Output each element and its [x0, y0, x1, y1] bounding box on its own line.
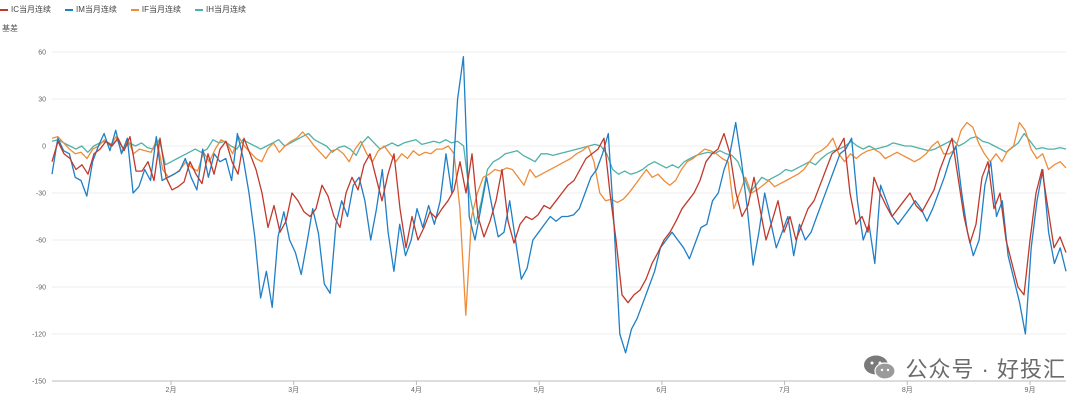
- x-tick-label: 5月: [534, 386, 545, 394]
- y-tick-label: -60: [36, 238, 46, 245]
- chart-legend: IC当月连续 IM当月连续 IF当月连续 IH当月连续: [0, 4, 246, 15]
- legend-item-im[interactable]: IM当月连续: [65, 4, 117, 15]
- legend-item-ih[interactable]: IH当月连续: [195, 4, 246, 15]
- x-tick-label: 3月: [288, 386, 299, 394]
- y-tick-label: 60: [38, 50, 46, 57]
- wechat-icon: [864, 355, 897, 380]
- y-tick-label: -120: [32, 332, 46, 339]
- y-tick-label: -90: [36, 285, 46, 292]
- legend-label-ih: IH当月连续: [206, 5, 246, 14]
- y-tick-label: -150: [32, 379, 46, 386]
- series-line-IM当月连续: [51, 56, 1067, 354]
- y-tick-label: 0: [42, 144, 46, 151]
- series-line-IC当月连续: [51, 132, 1067, 304]
- watermark: 公众号 · 好投汇: [863, 352, 1066, 384]
- x-tick-label: 4月: [411, 386, 422, 394]
- legend-swatch-im: [65, 8, 73, 11]
- legend-label-im: IM当月连续: [76, 5, 117, 14]
- watermark-text: 公众号 · 好投汇: [905, 357, 1066, 382]
- legend-label-ic: IC当月连续: [11, 5, 51, 14]
- legend-item-ic[interactable]: IC当月连续: [0, 4, 51, 15]
- y-tick-label: -30: [36, 191, 46, 198]
- x-tick-label: 2月: [166, 386, 177, 394]
- x-tick-label: 8月: [902, 386, 913, 394]
- legend-swatch-ih: [195, 8, 203, 11]
- x-tick-label: 7月: [779, 386, 790, 394]
- y-tick-label: 30: [38, 97, 46, 104]
- series-line-IH当月连续: [51, 132, 1067, 225]
- y-axis-title: 基差: [2, 24, 18, 33]
- legend-label-if: IF当月连续: [141, 5, 181, 14]
- legend-item-if[interactable]: IF当月连续: [130, 4, 181, 15]
- x-tick-label: 6月: [656, 386, 667, 394]
- legend-swatch-if: [130, 8, 139, 11]
- legend-swatch-ic: [0, 8, 8, 11]
- series-line-IF当月连续: [51, 121, 1067, 316]
- x-tick-label: 9月: [1025, 386, 1036, 394]
